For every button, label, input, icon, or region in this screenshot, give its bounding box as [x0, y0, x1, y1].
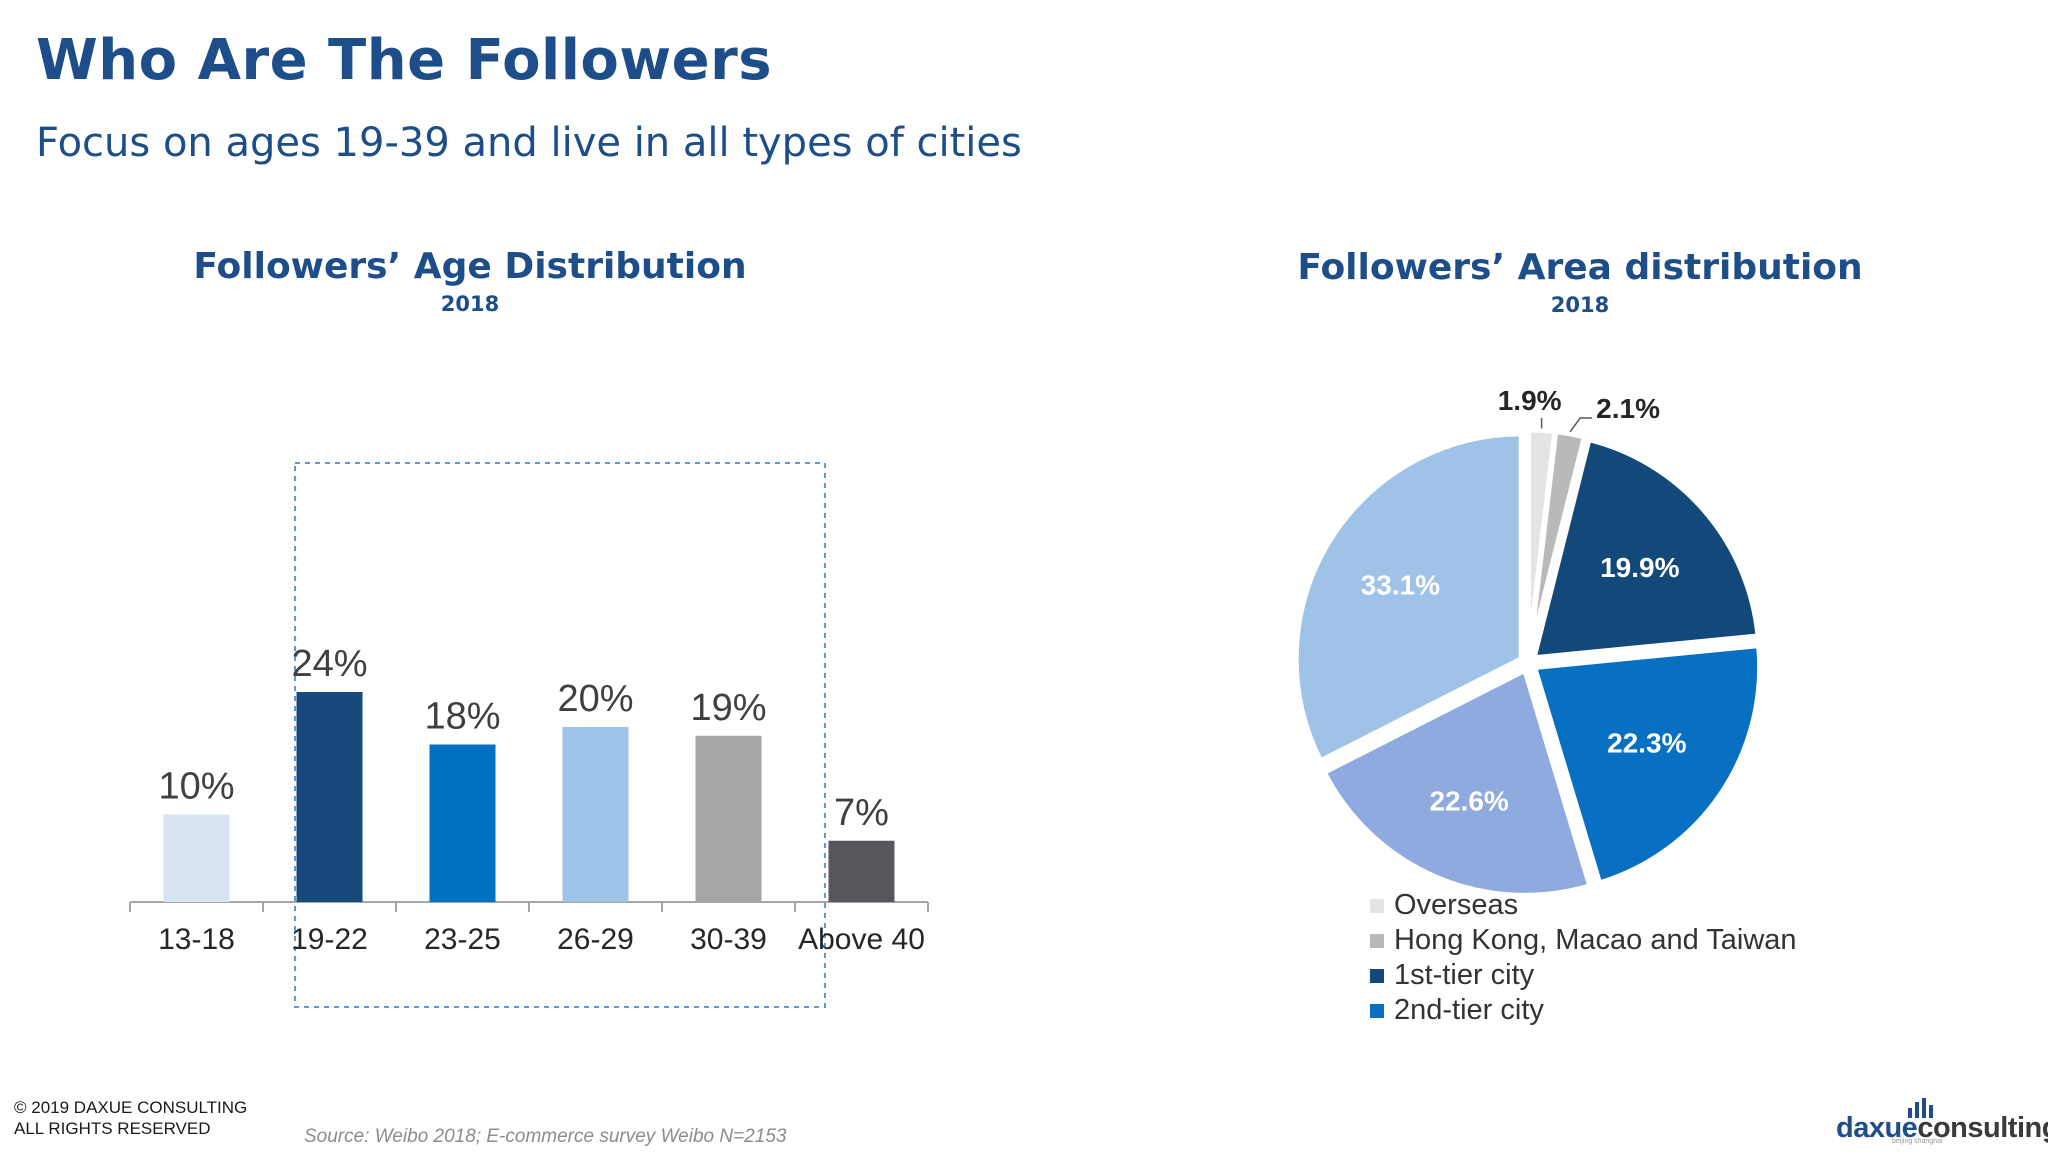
age-bar-chart: 10% 13-18 24% 19-22 18% 23-25 20% 26-29 19% 30-39… — [129, 462, 929, 1008]
source-note: Source: Weibo 2018; E-commerce survey We… — [304, 1126, 787, 1147]
bar-value-label-above-40: 7% — [834, 792, 889, 834]
legend-swatch — [1370, 898, 1384, 913]
area-chart-year: 2018 — [1550, 293, 1610, 317]
age-chart-title: Followers’ Age Distribution — [193, 246, 747, 287]
pie-label-slice-22-6: 22.6% — [1429, 786, 1508, 817]
pie-slice-2nd-tier-city — [1531, 642, 1763, 886]
pie-slice-1st-tier-city — [1530, 436, 1761, 661]
logo-text-consulting: consulting — [1917, 1112, 2048, 1144]
pie-slice-slice-22-6 — [1320, 666, 1593, 898]
bar-23-25 — [429, 744, 496, 902]
legend-item-overseas: Overseas — [1370, 888, 1797, 923]
legend-swatch — [1370, 933, 1384, 948]
x-tick-label-30-39: 30-39 — [690, 923, 767, 956]
pie-slice-slice-33-1 — [1293, 431, 1524, 765]
bar-value-label-19-22: 24% — [291, 643, 367, 685]
copyright: © 2019 DAXUE CONSULTING ALL RIGHTS RESER… — [14, 1097, 247, 1139]
age-chart-year: 2018 — [440, 292, 500, 316]
copyright-line-1: © 2019 DAXUE CONSULTING — [14, 1098, 248, 1117]
pie-leader-line-hong-kong-macao-and-taiwan — [1569, 417, 1593, 433]
slide-title: Who Are The Followers — [36, 28, 773, 93]
pie-label-1st-tier-city: 19.9% — [1600, 552, 1679, 583]
legend-swatch — [1370, 968, 1384, 983]
x-tick-label-above-40: Above 40 — [798, 923, 925, 956]
bar-value-label-13-18: 10% — [158, 766, 234, 808]
bar-26-29 — [562, 727, 629, 902]
bar-value-label-30-39: 19% — [690, 687, 766, 729]
pie-label-2nd-tier-city: 22.3% — [1607, 728, 1686, 759]
bar-above-40 — [828, 840, 895, 902]
legend-item-hk-macao-taiwan: Hong Kong, Macao and Taiwan — [1370, 923, 1797, 958]
pie-label-overseas: 1.9% — [1498, 385, 1562, 416]
bar-13-18 — [163, 814, 230, 902]
bar-value-label-23-25: 18% — [424, 696, 500, 738]
legend-label: 1st-tier city — [1394, 959, 1535, 991]
logo-subtext: beijing shanghai — [1892, 1138, 1943, 1145]
legend-label: Overseas — [1394, 889, 1519, 921]
pie-label-slice-33-1: 33.1% — [1361, 570, 1440, 601]
pie-slice-hong-kong-macao-and-taiwan — [1526, 428, 1588, 656]
bar-value-label-26-29: 20% — [557, 678, 633, 720]
logo-text-daxue: daxue — [1836, 1112, 1918, 1144]
slide-subtitle: Focus on ages 19-39 and live in all type… — [36, 120, 1022, 166]
legend-item-2nd-tier: 2nd-tier city — [1370, 993, 1797, 1028]
pie-label-hong-kong-macao-and-taiwan: 2.1% — [1596, 393, 1660, 424]
legend-label: Hong Kong, Macao and Taiwan — [1394, 924, 1797, 956]
logo-text: daxueconsulting — [1836, 1112, 2048, 1145]
x-tick-label-13-18: 13-18 — [158, 923, 235, 956]
x-tick-label-23-25: 23-25 — [424, 923, 501, 956]
area-chart-title: Followers’ Area distribution — [1297, 247, 1863, 288]
legend-swatch — [1370, 1003, 1384, 1018]
bar-30-39 — [695, 735, 762, 902]
area-pie-chart: 1.9% 2.1% 19.9% 22.3% 22.6% 33.1% — [1293, 385, 1763, 898]
x-tick-label-19-22: 19-22 — [291, 923, 368, 956]
bar-19-22 — [296, 692, 363, 902]
copyright-line-2: ALL RIGHTS RESERVED — [14, 1119, 211, 1138]
daxue-logo: daxueconsulting beijing shanghai — [1836, 1096, 2048, 1145]
area-legend: Overseas Hong Kong, Macao and Taiwan 1st… — [1370, 888, 1797, 1028]
legend-label: 2nd-tier city — [1394, 994, 1544, 1026]
highlight-box — [294, 462, 826, 1008]
bar-chart-logo-icon — [1908, 1098, 1933, 1118]
legend-item-1st-tier: 1st-tier city — [1370, 958, 1797, 993]
x-tick-label-26-29: 26-29 — [557, 923, 634, 956]
